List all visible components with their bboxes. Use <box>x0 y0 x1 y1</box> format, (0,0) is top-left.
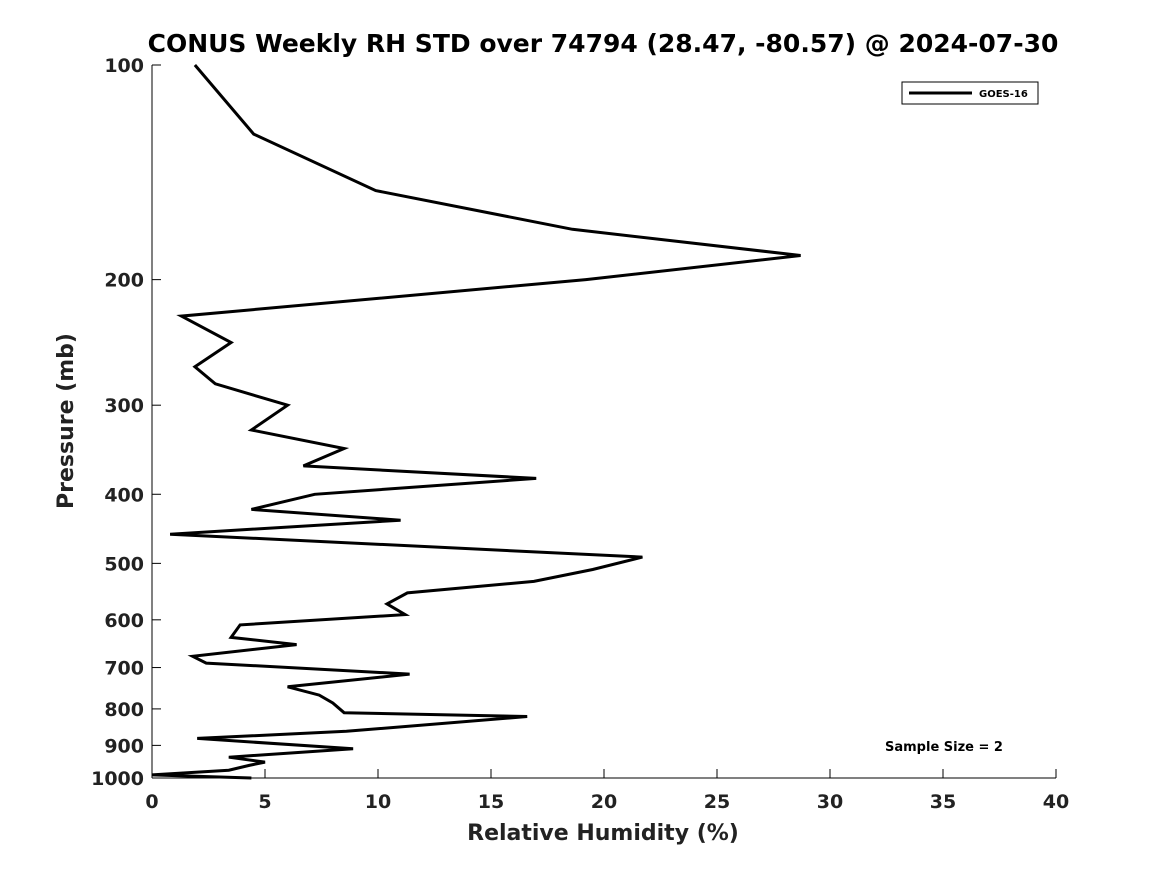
y-tick-label: 100 <box>104 55 144 77</box>
x-tick-label: 10 <box>365 791 391 813</box>
sample-size-annotation: Sample Size = 2 <box>885 740 1003 755</box>
y-tick-label: 200 <box>104 270 144 292</box>
y-tick-label: 500 <box>104 553 144 575</box>
x-tick-label: 40 <box>1043 791 1069 813</box>
x-tick-label: 5 <box>258 791 271 813</box>
legend: GOES-16 <box>901 81 1039 105</box>
y-tick-label: 900 <box>104 735 144 757</box>
y-tick-label: 800 <box>104 699 144 721</box>
x-tick-label: 35 <box>930 791 956 813</box>
y-axis-label: Pressure (mb) <box>54 333 79 509</box>
y-tick-label: 600 <box>104 610 144 632</box>
y-tick-label: 300 <box>104 395 144 417</box>
series-line-goes16 <box>151 64 801 780</box>
plot-area: 0 5 10 15 20 25 30 35 40 100 200 300 400 500 600 700 800… <box>91 55 1069 813</box>
x-axis-label: Relative Humidity (%) <box>467 821 739 846</box>
x-tick-label: 30 <box>817 791 843 813</box>
y-tick-label: 1000 <box>91 768 144 790</box>
y-tick-label: 400 <box>104 484 144 506</box>
x-tick-label: 0 <box>145 791 158 813</box>
x-tick-label: 25 <box>704 791 730 813</box>
y-tick-label: 700 <box>104 658 144 680</box>
x-tick-label: 15 <box>478 791 504 813</box>
x-tick-label: 20 <box>591 791 617 813</box>
legend-label-goes16: GOES-16 <box>979 89 1028 100</box>
chart-title: CONUS Weekly RH STD over 74794 (28.47, -… <box>148 29 1059 58</box>
